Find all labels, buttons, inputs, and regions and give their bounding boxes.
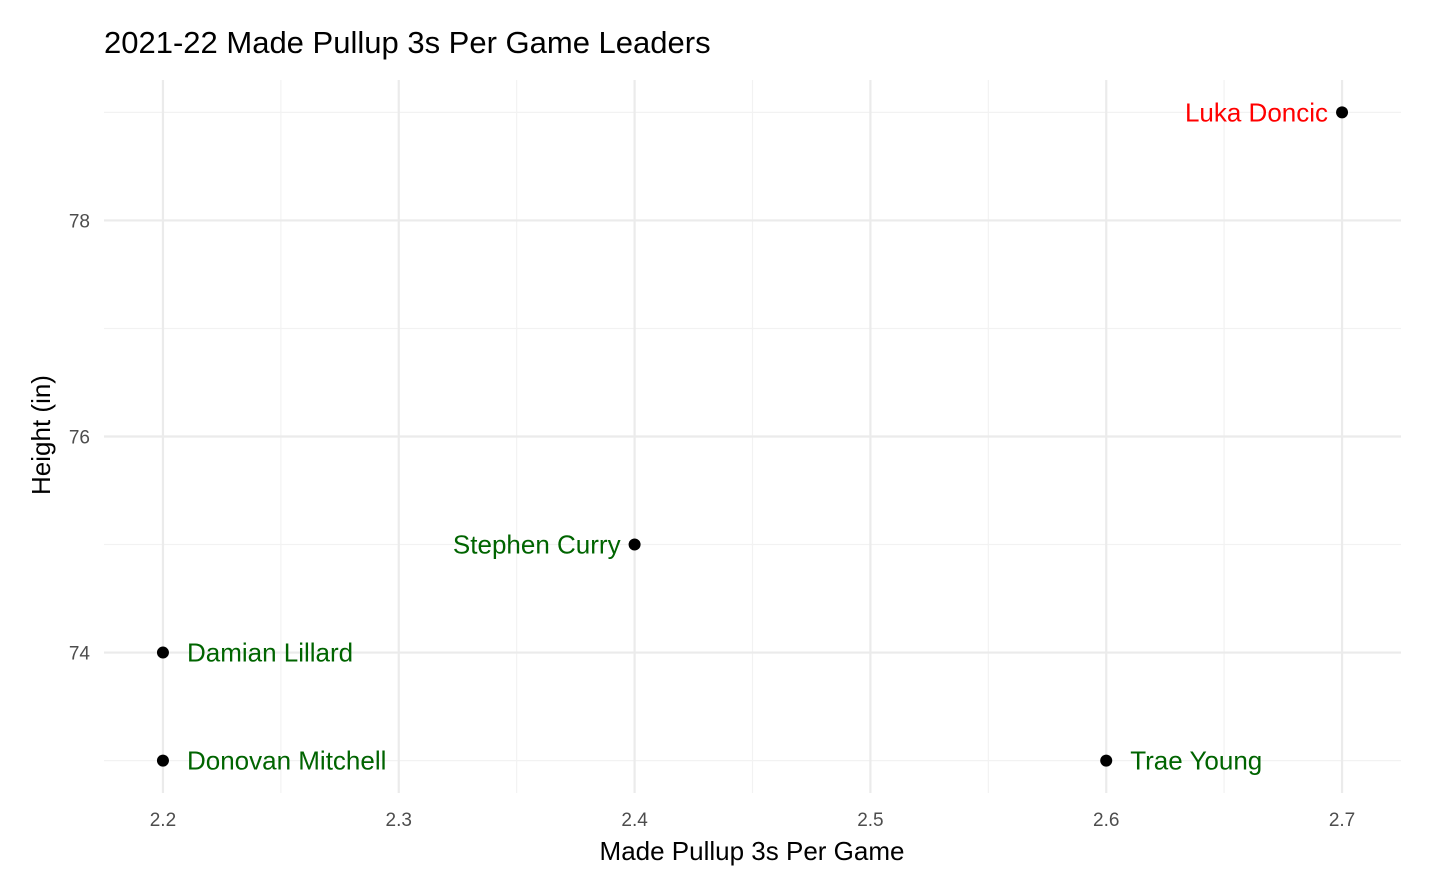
point-label: Damian Lillard bbox=[187, 638, 353, 668]
point-label: Stephen Curry bbox=[453, 530, 621, 560]
y-tick-label: 76 bbox=[69, 428, 90, 449]
point-label: Trae Young bbox=[1130, 746, 1262, 776]
point-label: Donovan Mitchell bbox=[187, 746, 386, 776]
y-axis-title: Height (in) bbox=[26, 375, 56, 495]
point-label: Luka Doncic bbox=[1185, 97, 1328, 127]
data-point bbox=[156, 754, 169, 767]
y-tick-label: 74 bbox=[69, 644, 91, 665]
data-point bbox=[156, 646, 169, 659]
x-tick-label: 2.6 bbox=[1093, 810, 1119, 831]
grid bbox=[104, 80, 1401, 793]
x-tick-label: 2.7 bbox=[1329, 810, 1355, 831]
y-axis-tick-labels: 74 76 78 bbox=[69, 211, 91, 664]
point-labels: Luka Doncic Stephen Curry Damian Lillard Do… bbox=[187, 97, 1328, 775]
x-axis-title: Made Pullup 3s Per Game bbox=[600, 836, 905, 866]
data-point bbox=[628, 538, 641, 551]
x-axis-tick-labels: 2.2 2.3 2.4 2.5 2.6 2.7 bbox=[150, 810, 1356, 831]
x-tick-label: 2.2 bbox=[150, 810, 176, 831]
x-tick-label: 2.5 bbox=[857, 810, 883, 831]
data-point bbox=[1336, 106, 1349, 119]
x-tick-label: 2.3 bbox=[386, 810, 412, 831]
data-points bbox=[156, 106, 1349, 767]
data-point bbox=[1100, 754, 1113, 767]
x-tick-label: 2.4 bbox=[621, 810, 648, 831]
y-tick-label: 78 bbox=[69, 211, 90, 232]
chart-title: 2021-22 Made Pullup 3s Per Game Leaders bbox=[104, 25, 711, 60]
